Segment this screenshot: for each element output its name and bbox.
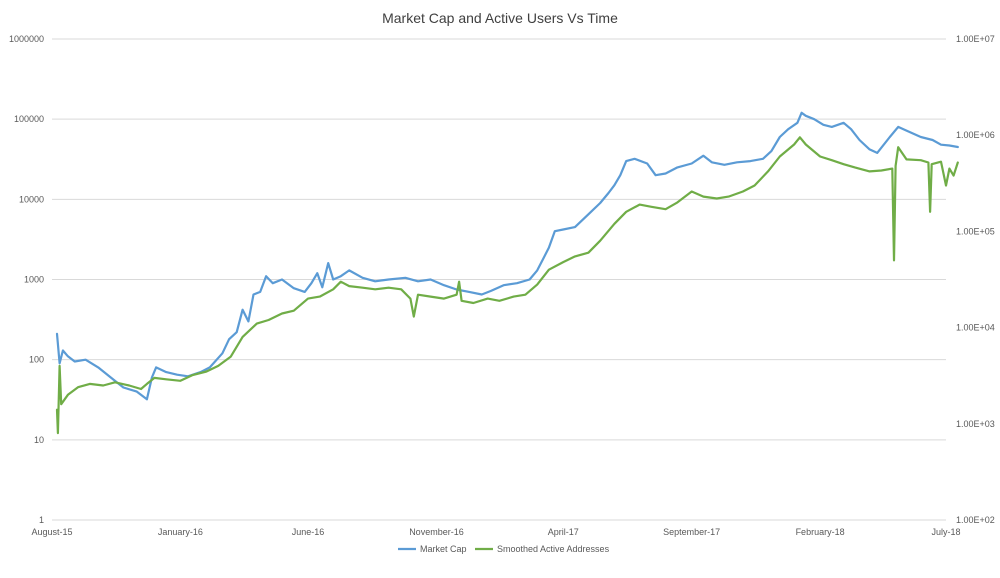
x-tick-label: September-17 bbox=[663, 527, 720, 537]
x-tick-label: June-16 bbox=[292, 527, 325, 537]
left-tick-label: 100 bbox=[29, 355, 44, 365]
right-tick-label: 1.00E+05 bbox=[956, 226, 995, 236]
x-tick-label: November-16 bbox=[409, 527, 464, 537]
left-tick-label: 10 bbox=[34, 435, 44, 445]
chart-title: Market Cap and Active Users Vs Time bbox=[382, 10, 618, 26]
series-line-smoothed-active-addresses bbox=[55, 136, 959, 435]
legend-label: Smoothed Active Addresses bbox=[497, 544, 610, 554]
series-lines bbox=[55, 111, 959, 435]
right-axis-tick-labels: 1.00E+02 1.00E+03 1.00E+04 1.00E+05 1.00E+06… bbox=[956, 34, 995, 525]
right-tick-label: 1.00E+03 bbox=[956, 419, 995, 429]
x-tick-label: April-17 bbox=[548, 527, 579, 537]
left-tick-label: 10000 bbox=[19, 194, 44, 204]
right-tick-label: 1.00E+02 bbox=[956, 515, 995, 525]
right-tick-label: 1.00E+06 bbox=[956, 130, 995, 140]
x-tick-label: February-18 bbox=[796, 527, 845, 537]
left-axis-tick-labels: 1 10 100 1000 10000 100000 1000000 bbox=[9, 34, 44, 525]
legend-label: Market Cap bbox=[420, 544, 467, 554]
left-tick-label: 1 bbox=[39, 515, 44, 525]
gridlines bbox=[52, 38, 946, 521]
left-tick-label: 1000000 bbox=[9, 34, 44, 44]
x-tick-label: July-18 bbox=[931, 527, 960, 537]
right-tick-label: 1.00E+04 bbox=[956, 323, 995, 333]
left-tick-label: 100000 bbox=[14, 114, 44, 124]
x-tick-label: January-16 bbox=[158, 527, 203, 537]
right-tick-label: 1.00E+07 bbox=[956, 34, 995, 44]
left-tick-label: 1000 bbox=[24, 275, 44, 285]
legend: Market Cap Smoothed Active Addresses bbox=[398, 544, 610, 554]
x-tick-label: August-15 bbox=[31, 527, 72, 537]
x-axis-tick-labels: August-15 January-16 June-16 November-16 Apr… bbox=[31, 527, 960, 537]
